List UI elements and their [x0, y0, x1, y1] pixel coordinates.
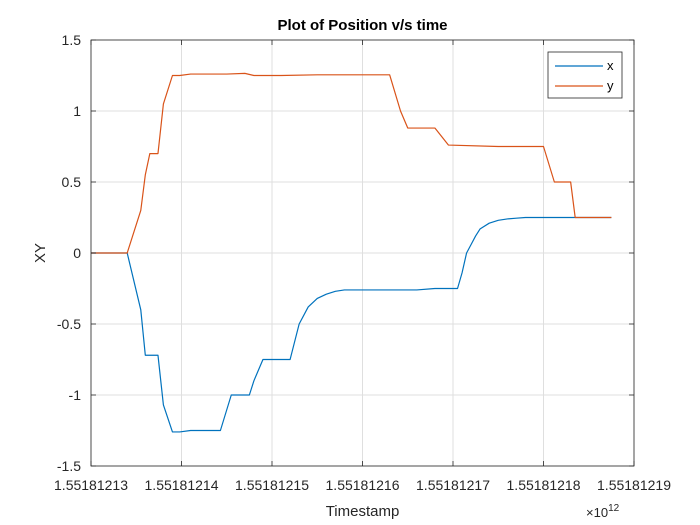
x-tick-label: 1.55181216 — [326, 477, 400, 493]
y-tick-label: -1.5 — [57, 458, 81, 474]
y-tick-label: -0.5 — [57, 316, 81, 332]
x-tick-label: 1.55181217 — [416, 477, 490, 493]
legend-label-y: y — [607, 78, 614, 93]
legend: x y — [547, 51, 623, 99]
y-axis-label: XY — [32, 243, 49, 263]
chart-title: Plot of Position v/s time — [277, 17, 447, 34]
y-tick-label: 0 — [73, 245, 81, 261]
legend-label-x: x — [607, 58, 614, 73]
x-tick-label: 1.55181218 — [507, 477, 581, 493]
y-tick-label: 1.5 — [62, 32, 82, 48]
axis-ticks: 1.55181213 1.55181214 1.55181215 1.55181216… — [54, 32, 671, 493]
x-tick-label: 1.55181214 — [145, 477, 219, 493]
x-axis-exponent-power: 12 — [608, 503, 620, 514]
series-lines — [91, 72, 612, 433]
x-tick-label: 1.55181219 — [597, 477, 671, 493]
x-axis-exponent: ×1012 — [586, 503, 620, 520]
legend-box — [547, 51, 623, 99]
x-tick-label: 1.55181215 — [235, 477, 309, 493]
y-tick-label: -1 — [69, 387, 82, 403]
series-line-y — [91, 72, 612, 254]
x-axis-exponent-base: ×10 — [586, 505, 608, 520]
y-tick-label: 1 — [73, 103, 81, 119]
x-axis-label: Timestamp — [326, 503, 400, 520]
series-line-x — [91, 216, 612, 433]
x-tick-label: 1.55181213 — [54, 477, 128, 493]
y-tick-label: 0.5 — [62, 174, 82, 190]
